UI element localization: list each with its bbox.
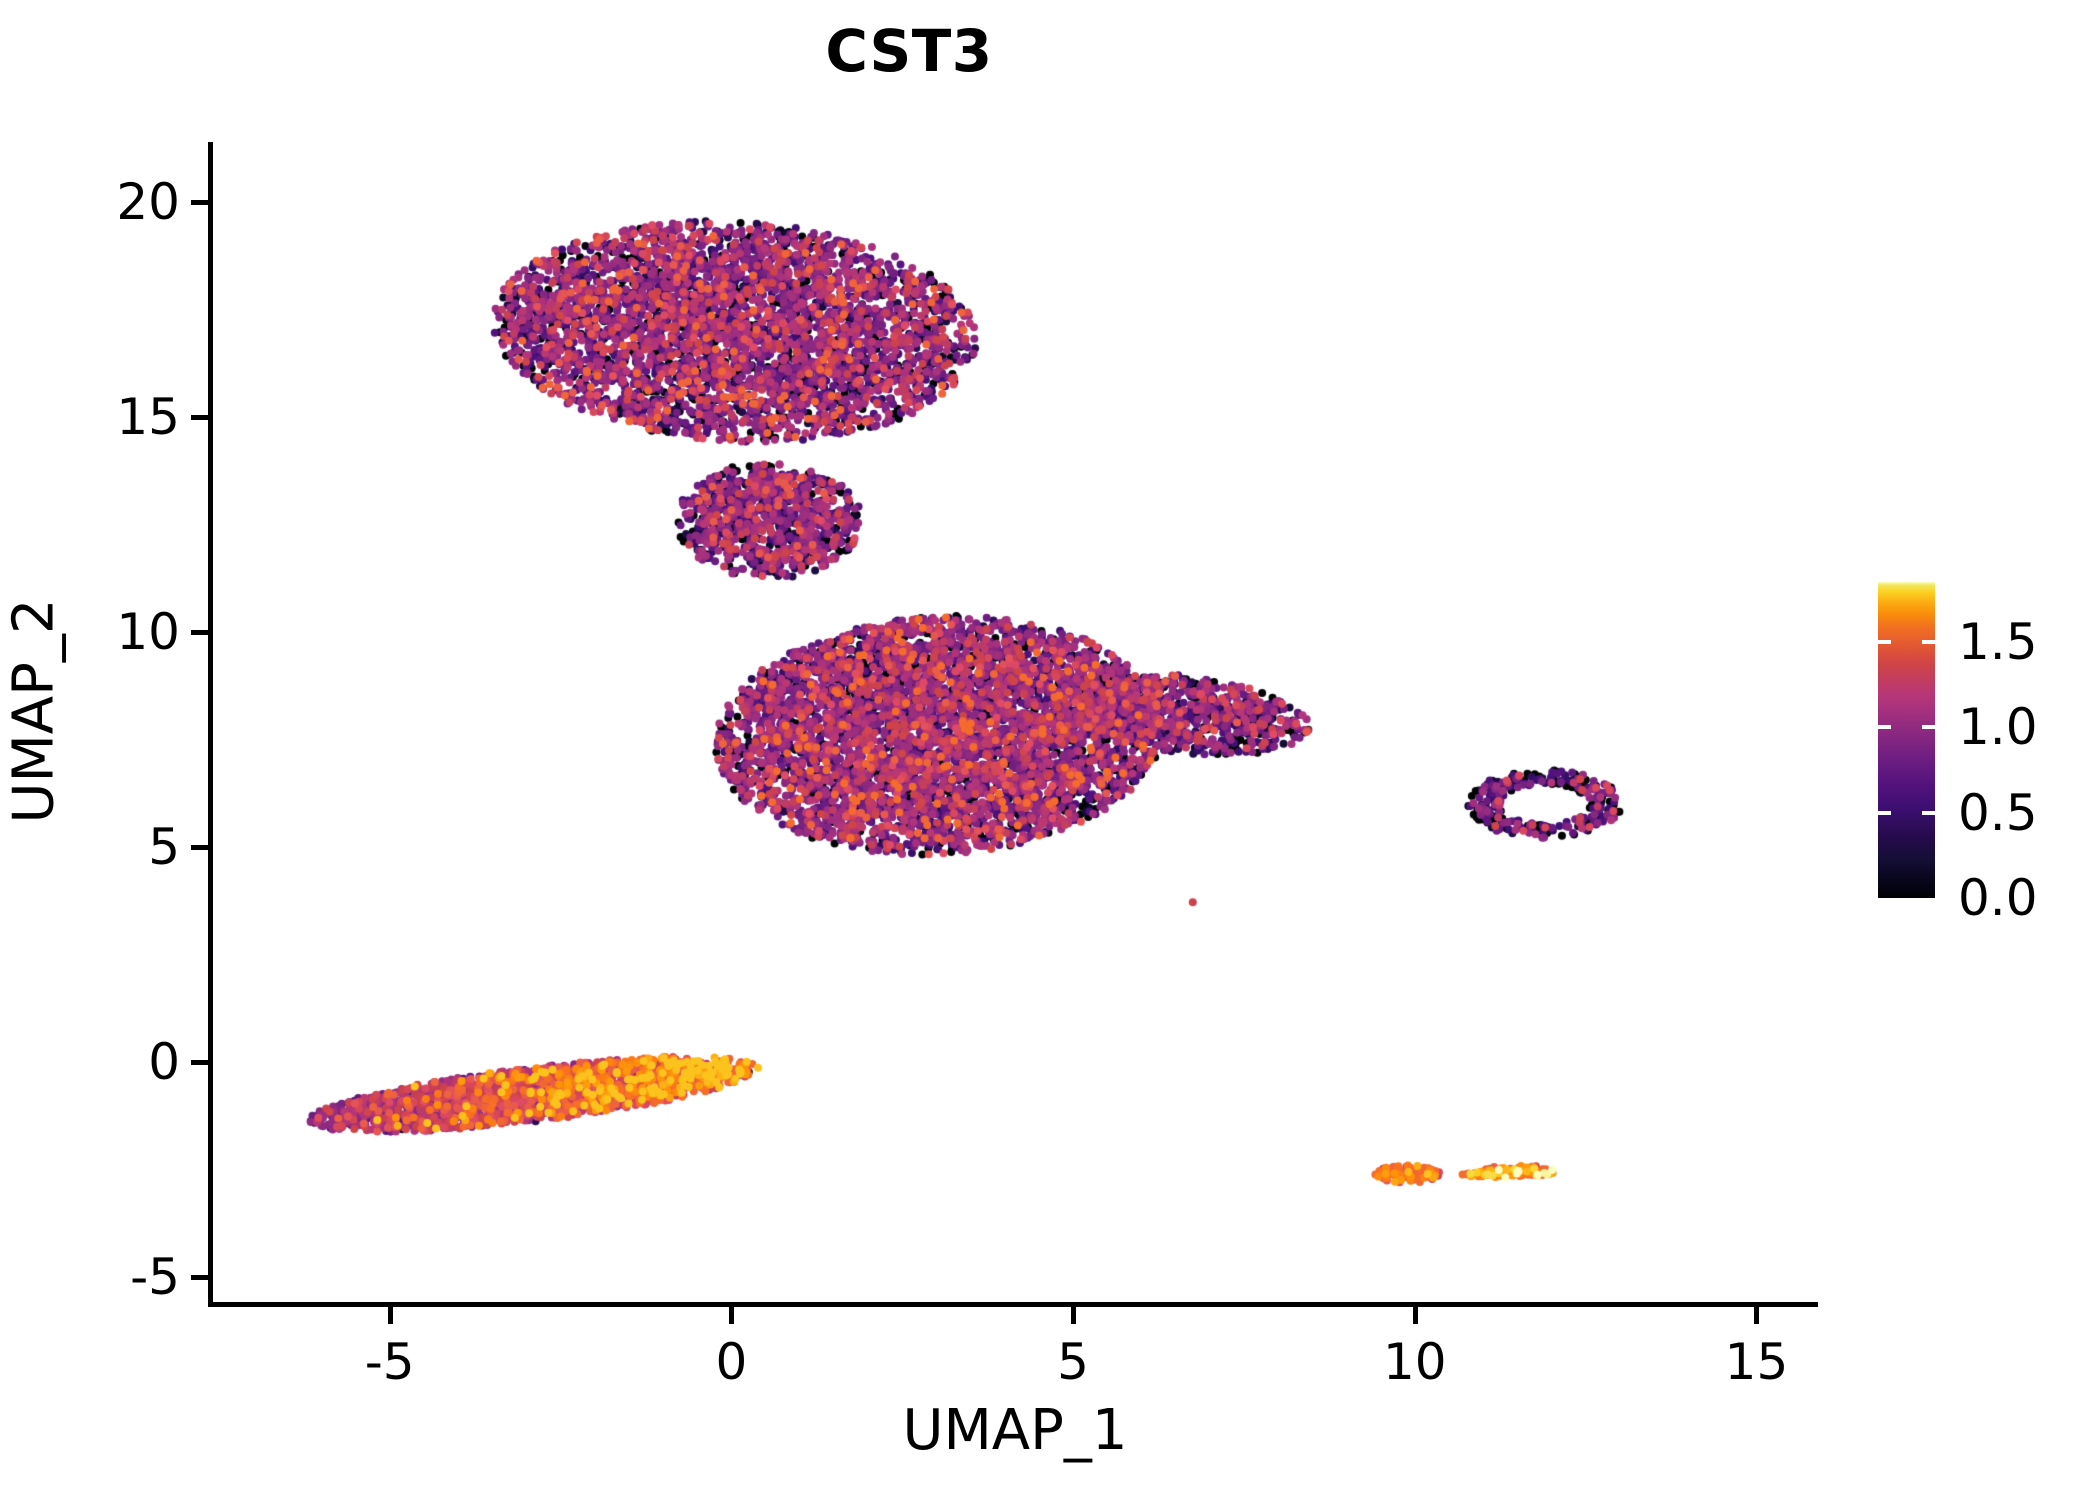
x-tick-mark xyxy=(1754,1307,1760,1324)
y-tick-mark xyxy=(191,415,208,421)
x-axis-spine xyxy=(208,1302,1818,1307)
x-tick-label: 15 xyxy=(1724,1333,1789,1391)
y-tick-mark xyxy=(191,200,208,206)
x-tick-mark xyxy=(729,1307,735,1324)
colorbar-tick-label: 0.0 xyxy=(1958,869,2038,927)
y-tick-label: 15 xyxy=(116,388,180,447)
x-tick-label: 0 xyxy=(715,1333,748,1391)
x-axis-label: UMAP_1 xyxy=(902,1398,1128,1463)
y-tick-label: 20 xyxy=(116,173,180,232)
plot-axes: -5 0 5 10 15 20 -5 0 5 10 15 xyxy=(116,142,1818,1391)
y-tick-mark xyxy=(191,1060,208,1066)
x-tick-mark xyxy=(1412,1307,1418,1324)
y-tick-mark xyxy=(191,1275,208,1281)
y-axis-label: UMAP_2 xyxy=(1,598,67,824)
colorbar-gradient xyxy=(1878,582,1935,898)
y-tick-label: 5 xyxy=(148,818,180,877)
x-tick-label: 10 xyxy=(1382,1333,1447,1391)
y-tick-label: -5 xyxy=(130,1248,180,1307)
x-tick-label: -5 xyxy=(364,1333,415,1391)
scatter-plot-points xyxy=(212,142,1818,1303)
colorbar-legend: 0.0 0.5 1.0 1.5 xyxy=(1878,582,2078,927)
y-axis-spine xyxy=(208,142,213,1303)
y-tick-mark xyxy=(191,845,208,851)
colorbar-tick-label: 1.5 xyxy=(1958,612,2038,671)
y-tick-mark xyxy=(191,630,208,636)
x-tick-mark xyxy=(1071,1307,1077,1324)
colorbar-tick-label: 1.0 xyxy=(1958,698,2038,757)
x-tick-mark xyxy=(387,1307,393,1324)
page-title: CST3 xyxy=(825,17,993,85)
y-tick-label: 10 xyxy=(116,603,180,662)
y-tick-label: 0 xyxy=(148,1033,180,1092)
colorbar-tick-label: 0.5 xyxy=(1958,783,2038,842)
x-tick-label: 5 xyxy=(1057,1333,1089,1391)
